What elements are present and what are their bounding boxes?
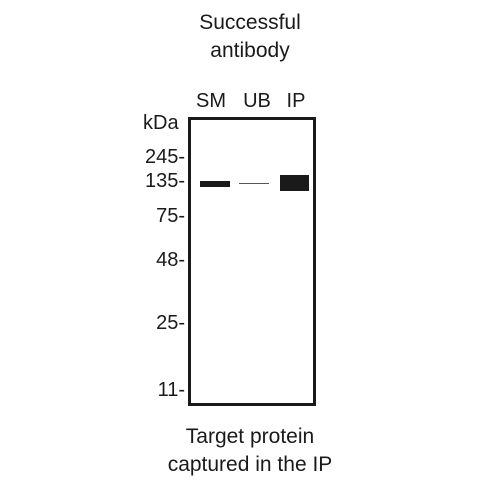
marker-245: 245- <box>144 146 185 168</box>
lane-label-ub: UB <box>243 90 271 112</box>
lane-label-ip: IP <box>286 90 306 112</box>
title-line-1: Successful <box>199 11 301 34</box>
caption-line-1: Target protein <box>185 425 315 448</box>
title-line-2: antibody <box>210 39 290 62</box>
marker-75: 75- <box>156 205 185 227</box>
caption-line-2: captured in the IP <box>167 453 333 476</box>
band-ip <box>280 175 309 191</box>
gel-blot <box>188 117 316 406</box>
band-sm <box>200 181 230 187</box>
lane-label-sm: SM <box>196 90 226 112</box>
marker-11: 11- <box>157 379 185 401</box>
marker-135: 135- <box>144 170 185 192</box>
unit-label: kDa <box>143 112 179 134</box>
band-ub <box>239 183 269 184</box>
marker-48: 48- <box>156 249 185 271</box>
marker-25: 25- <box>156 312 185 334</box>
